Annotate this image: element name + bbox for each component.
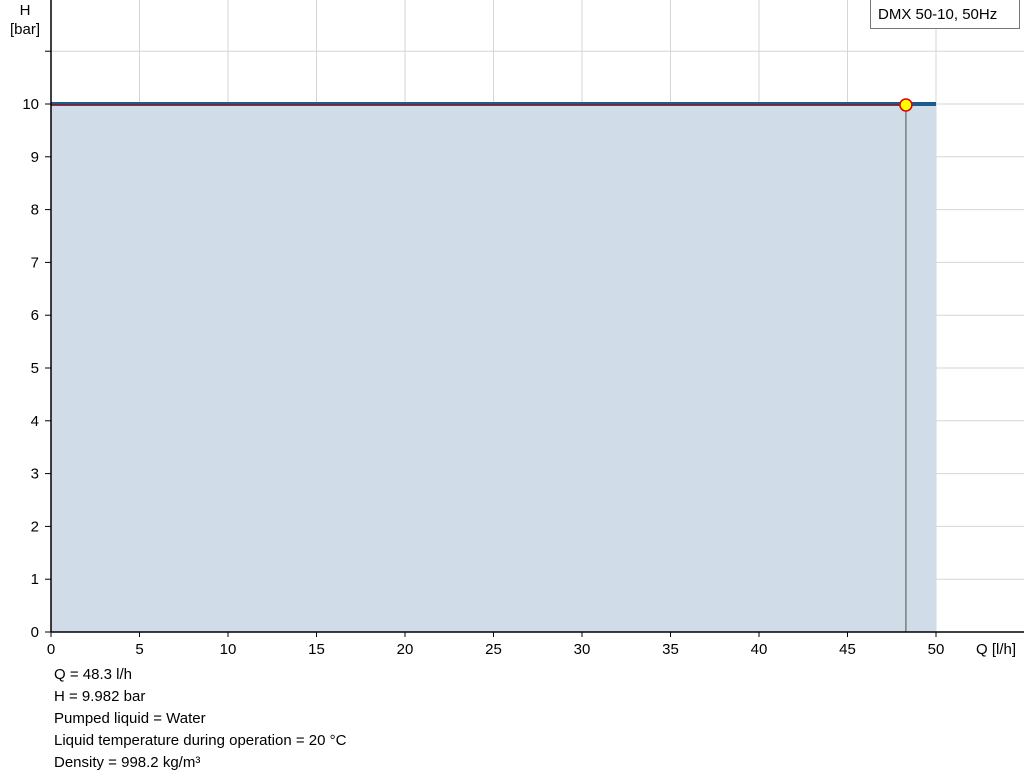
y-tick-label: 1 (31, 571, 39, 588)
y-tick-label: 5 (31, 360, 39, 377)
y-tick-label: 4 (31, 413, 39, 430)
x-tick-label: 5 (135, 641, 143, 658)
x-tick-label: 10 (220, 641, 237, 658)
x-tick-label: 30 (574, 641, 591, 658)
x-tick-label: 35 (662, 641, 679, 658)
y-tick-label: 3 (31, 466, 39, 483)
y-axis-unit: [bar] (10, 21, 40, 38)
x-tick-label: 25 (485, 641, 502, 658)
x-tick-label: 0 (47, 641, 55, 658)
info-panel: Q = 48.3 l/h H = 9.982 bar Pumped liquid… (54, 664, 346, 774)
x-tick-label: 15 (308, 641, 325, 658)
info-flow: Q = 48.3 l/h (54, 666, 132, 683)
info-head: H = 9.982 bar (54, 688, 146, 705)
y-tick-label: 6 (31, 307, 39, 324)
info-density: Density = 998.2 kg/m³ (54, 754, 201, 771)
x-tick-label: 20 (397, 641, 414, 658)
y-tick-label: 9 (31, 149, 39, 166)
legend: DMX 50-10, 50Hz (870, 0, 1020, 29)
x-axis-label: Q [l/h] (976, 641, 1016, 658)
y-tick-label: 10 (22, 96, 39, 113)
x-tick-label: 40 (751, 641, 768, 658)
x-tick-label: 50 (928, 641, 945, 658)
info-temperature: Liquid temperature during operation = 20… (54, 732, 347, 749)
x-tick-label: 45 (839, 641, 856, 658)
y-axis-label: H (20, 2, 31, 19)
y-tick-label: 2 (31, 518, 39, 535)
curve-area (51, 104, 936, 632)
info-liquid: Pumped liquid = Water (54, 710, 206, 727)
duty-point-marker (899, 98, 913, 112)
y-tick-label: 7 (31, 254, 39, 271)
y-tick-label: 0 (31, 624, 39, 641)
y-tick-label: 8 (31, 202, 39, 219)
